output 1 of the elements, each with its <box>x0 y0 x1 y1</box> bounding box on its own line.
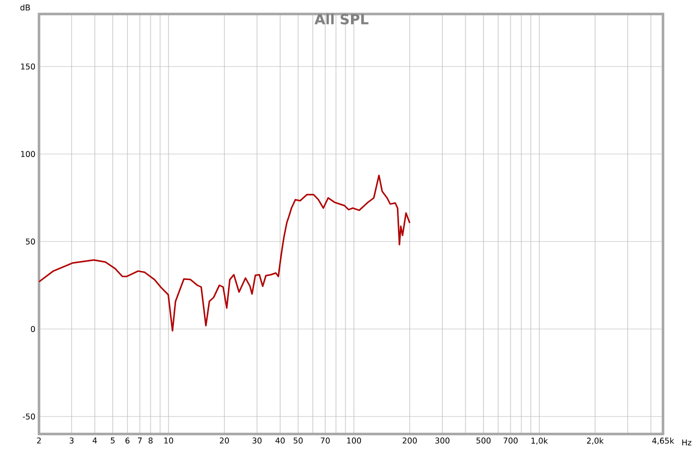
chart-title: All SPL <box>314 14 368 24</box>
